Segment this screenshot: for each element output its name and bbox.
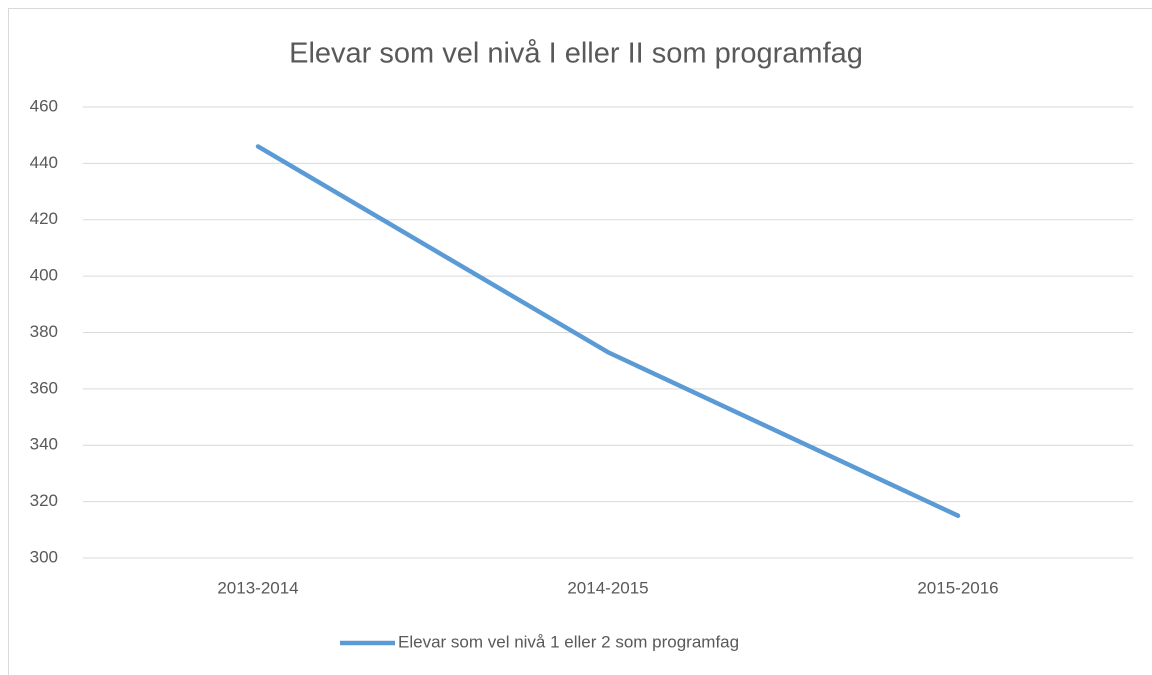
chart-border bbox=[8, 8, 1152, 675]
y-tick-label: 460 bbox=[30, 96, 58, 115]
x-tick-label: 2014-2015 bbox=[567, 578, 648, 597]
chart-title: Elevar som vel nivå I eller II som progr… bbox=[289, 38, 863, 70]
legend-label: Elevar som vel nivå 1 eller 2 som progra… bbox=[398, 632, 739, 651]
y-tick-label: 320 bbox=[30, 491, 58, 510]
y-tick-label: 400 bbox=[30, 266, 58, 285]
y-tick-label: 380 bbox=[30, 322, 58, 341]
y-tick-label: 340 bbox=[30, 435, 58, 454]
x-tick-label: 2013-2014 bbox=[217, 578, 298, 597]
y-tick-label: 440 bbox=[30, 153, 58, 172]
data-line bbox=[255, 144, 961, 518]
y-tick-label: 420 bbox=[30, 209, 58, 228]
y-tick-label: 300 bbox=[30, 547, 58, 566]
x-tick-label: 2015-2016 bbox=[917, 578, 998, 597]
y-tick-label: 360 bbox=[30, 378, 58, 397]
